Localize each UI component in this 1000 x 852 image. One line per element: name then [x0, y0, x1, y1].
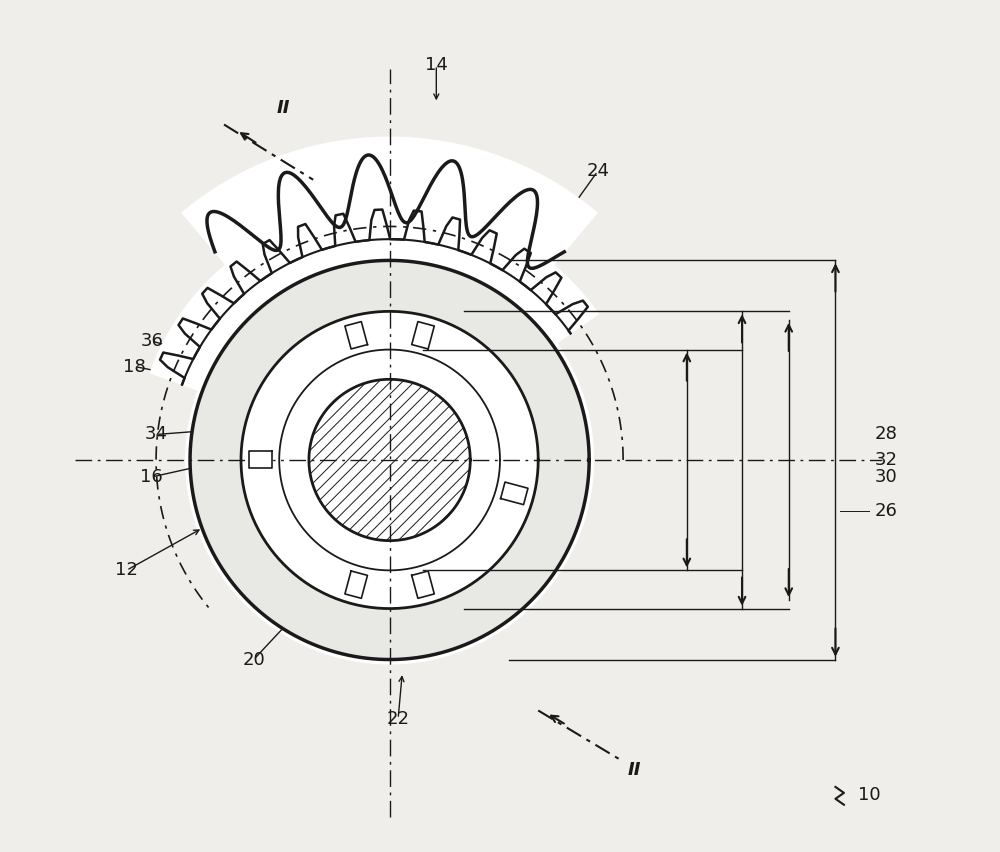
- Text: 28: 28: [875, 425, 898, 444]
- Text: 32: 32: [875, 451, 898, 469]
- Text: 26: 26: [875, 502, 898, 520]
- Text: 30: 30: [875, 468, 898, 486]
- Polygon shape: [345, 321, 367, 349]
- Text: 20: 20: [242, 651, 265, 669]
- Text: 12: 12: [115, 561, 138, 579]
- Text: 14: 14: [425, 56, 448, 74]
- Text: 18: 18: [123, 358, 146, 376]
- Polygon shape: [150, 205, 598, 392]
- Text: 24: 24: [586, 162, 609, 181]
- Polygon shape: [182, 137, 597, 274]
- Polygon shape: [412, 571, 434, 598]
- Text: II: II: [627, 761, 641, 779]
- Text: 34: 34: [145, 425, 168, 444]
- Polygon shape: [412, 321, 434, 349]
- Circle shape: [186, 256, 593, 664]
- Polygon shape: [345, 571, 367, 598]
- Text: 10: 10: [858, 786, 881, 804]
- Text: 22: 22: [387, 710, 410, 728]
- Text: II: II: [277, 99, 290, 117]
- Text: 16: 16: [140, 468, 163, 486]
- Polygon shape: [249, 452, 272, 469]
- Polygon shape: [501, 482, 528, 504]
- Text: 36: 36: [140, 332, 163, 350]
- Circle shape: [309, 379, 470, 541]
